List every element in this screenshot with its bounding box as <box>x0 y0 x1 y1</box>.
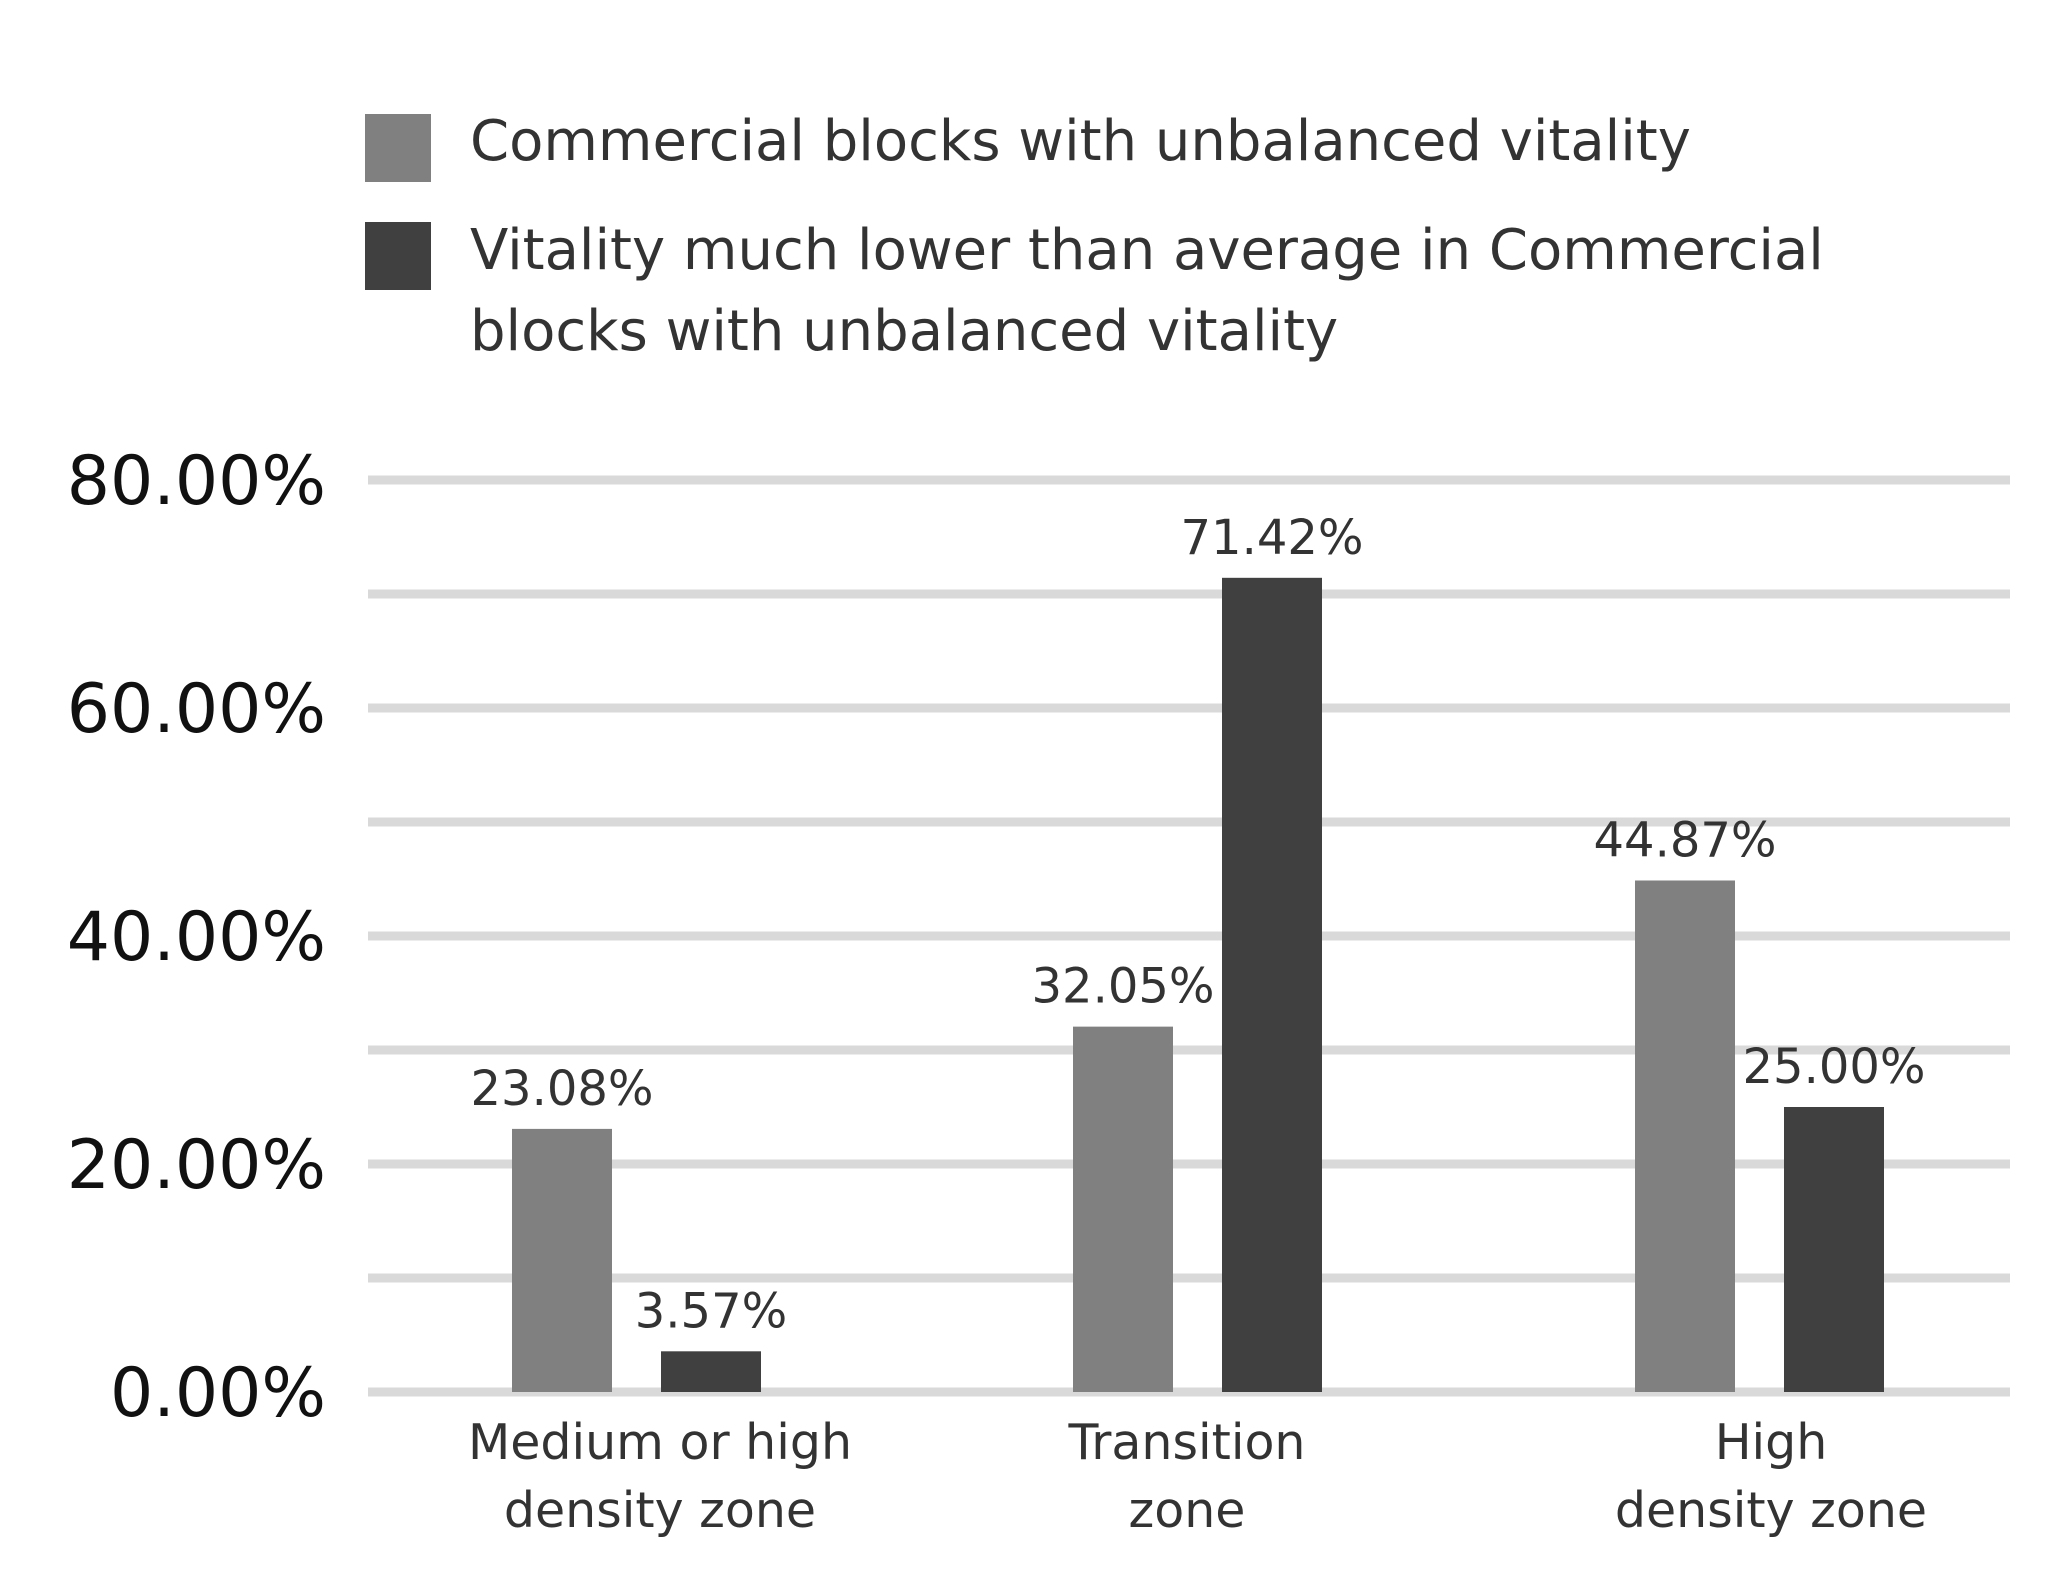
y-tick-label: 80.00% <box>67 442 326 521</box>
gridlines <box>368 475 2010 1397</box>
legend-swatch <box>365 114 431 182</box>
bar <box>1635 880 1735 1392</box>
y-tick-label: 0.00% <box>110 1354 326 1433</box>
legend-swatch <box>365 222 431 290</box>
x-category-label: Transition zone <box>1068 1414 1306 1539</box>
legend-label: blocks with unbalanced vitality <box>470 299 1338 364</box>
legend: Commercial blocks with unbalanced vitali… <box>365 109 1824 364</box>
x-category-label: High density zone <box>1615 1414 1927 1539</box>
bar <box>1073 1026 1173 1392</box>
x-tick-label: zone <box>1129 1482 1246 1539</box>
x-tick-label: density zone <box>1615 1482 1927 1539</box>
x-tick-label: Transition <box>1068 1414 1306 1471</box>
y-tick-label: 20.00% <box>67 1126 326 1205</box>
y-axis: 0.00% 20.00% 40.00% 60.00% 80.00% <box>67 442 326 1433</box>
data-label: 71.42% <box>1180 510 1363 566</box>
bar <box>1784 1107 1884 1392</box>
legend-item: Vitality much lower than average in Comm… <box>365 218 1824 364</box>
x-tick-label: Medium or high <box>468 1414 852 1471</box>
data-label: 23.08% <box>470 1061 653 1117</box>
data-label: 25.00% <box>1742 1039 1925 1095</box>
x-tick-label: density zone <box>504 1482 816 1539</box>
data-label: 3.57% <box>635 1283 787 1339</box>
legend-label: Commercial blocks with unbalanced vitali… <box>470 109 1691 174</box>
bars <box>512 577 1884 1392</box>
y-tick-label: 60.00% <box>67 670 326 749</box>
data-label: 32.05% <box>1031 959 1214 1015</box>
legend-label: Vitality much lower than average in Comm… <box>470 218 1824 283</box>
x-axis: Medium or high density zone Transition zone… <box>468 1414 1927 1539</box>
y-tick-label: 40.00% <box>67 898 326 977</box>
bar <box>661 1351 761 1392</box>
data-labels: 23.08% 32.05% 44.87% 3.57% 71.42% 25.00% <box>470 510 1925 1339</box>
x-tick-label: High <box>1715 1414 1828 1471</box>
bar <box>512 1128 612 1392</box>
data-label: 44.87% <box>1593 812 1776 868</box>
legend-item: Commercial blocks with unbalanced vitali… <box>365 109 1691 182</box>
x-category-label: Medium or high density zone <box>468 1414 852 1539</box>
bar <box>1222 577 1322 1392</box>
